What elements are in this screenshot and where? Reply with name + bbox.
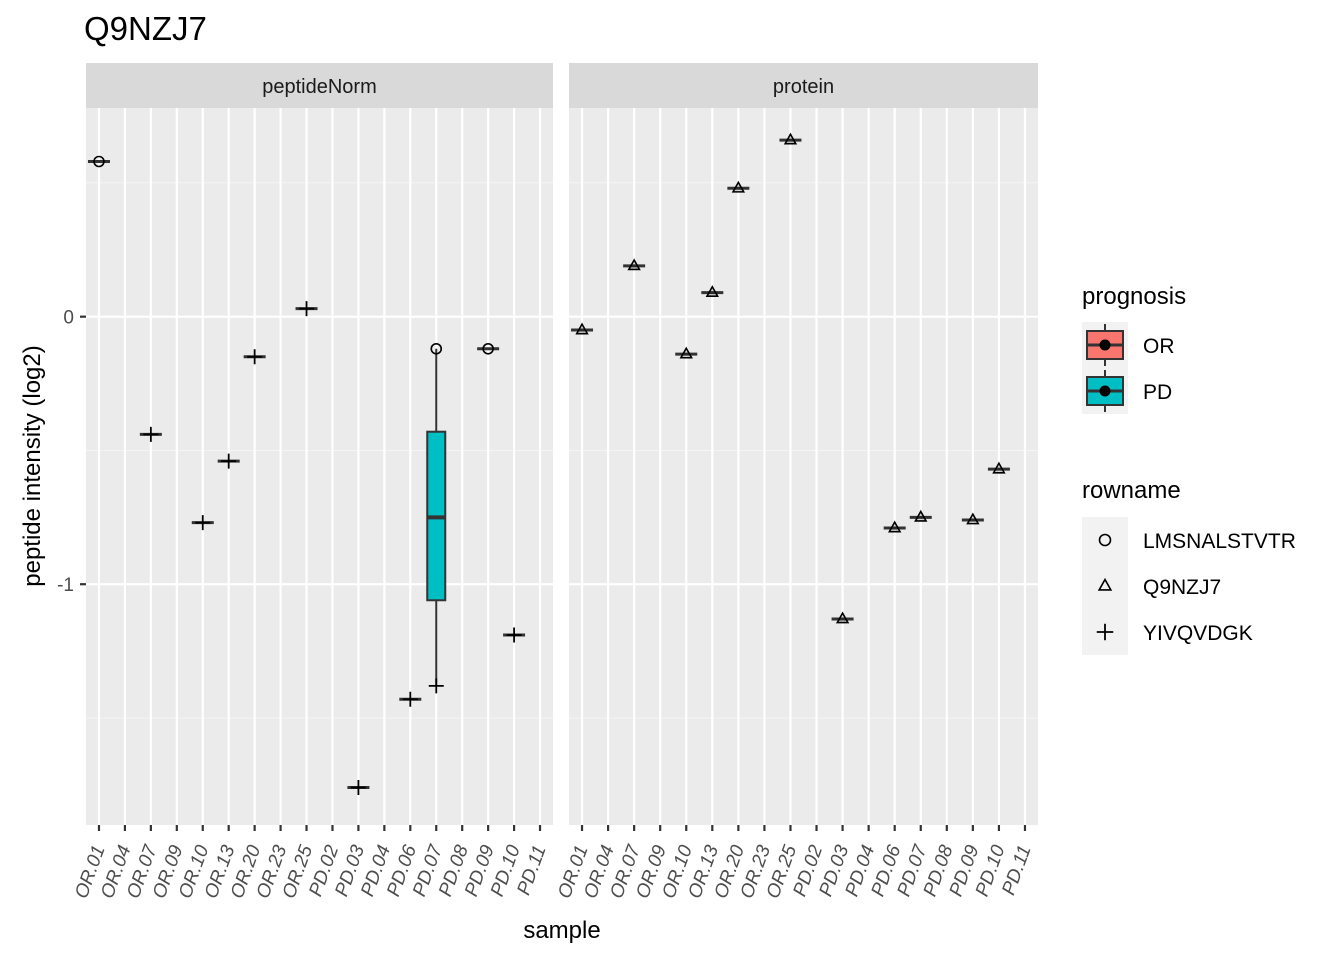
legend-label: YIVQVDGK xyxy=(1143,622,1253,645)
data-point-circle xyxy=(482,342,494,355)
legend-key-point xyxy=(1099,339,1111,351)
legend-key-background xyxy=(1082,517,1128,563)
data-point-plus xyxy=(247,349,263,365)
legend-key-triangle xyxy=(1097,577,1113,591)
data-point-triangle xyxy=(731,180,746,193)
data-point-triangle xyxy=(679,346,693,359)
legend-label: LMSNALSTVTR xyxy=(1143,530,1296,553)
data-point-triangle xyxy=(705,285,719,298)
data-point-plus xyxy=(221,453,237,469)
data-point-plus xyxy=(506,627,522,643)
panel-background xyxy=(86,108,553,825)
data-point-triangle xyxy=(966,512,980,525)
facet-strip xyxy=(86,63,553,108)
y-axis-label: peptide intensity (log2) xyxy=(19,345,46,586)
boxplot-PD.07 xyxy=(426,348,447,686)
legend-label: PD xyxy=(1143,381,1172,404)
legend-key-PD xyxy=(1082,368,1128,414)
panel-background xyxy=(569,108,1038,825)
facet-panel-protein: proteinOR.01OR.04OR.07OR.09OR.10OR.13OR.… xyxy=(554,63,1038,901)
legend: prognosis OR PD rowname LMSNALSTVTR Q9NZJ7 YIV… xyxy=(1082,283,1296,655)
legend-key-plus xyxy=(1096,623,1114,641)
y-tick-label: 0 xyxy=(63,308,74,329)
chart-title: Q9NZJ7 xyxy=(84,10,207,47)
facet-strip xyxy=(569,63,1038,108)
data-point-plus xyxy=(299,301,315,317)
legend-key-background xyxy=(1082,563,1128,609)
data-point-plus xyxy=(143,426,159,442)
facet-panel-peptideNorm: peptideNormOR.01OR.04OR.07OR.09OR.10OR.1… xyxy=(71,63,553,901)
legend-title-prognosis: prognosis xyxy=(1082,283,1186,310)
data-point-triangle xyxy=(992,461,1006,474)
legend-label: Q9NZJ7 xyxy=(1143,576,1221,599)
data-point-plus xyxy=(402,691,418,707)
y-tick-label: -1 xyxy=(57,575,74,596)
data-point-triangle xyxy=(835,611,850,624)
data-point-triangle xyxy=(575,322,589,335)
legend-label: OR xyxy=(1143,335,1175,358)
data-point-triangle xyxy=(888,520,902,533)
data-point-plus xyxy=(350,780,366,796)
data-point-triangle xyxy=(627,258,641,271)
facet-panels: peptideNormOR.01OR.04OR.07OR.09OR.10OR.1… xyxy=(57,63,1038,901)
facet-strip-label: peptideNorm xyxy=(262,76,377,98)
data-point-triangle xyxy=(783,132,798,145)
x-axis-label: sample xyxy=(523,917,600,944)
y-axis: 0 -1 xyxy=(57,308,86,596)
data-point-triangle xyxy=(914,509,928,522)
legend-key-OR xyxy=(1082,322,1128,368)
legend-key-point xyxy=(1099,385,1111,397)
data-point-plus xyxy=(428,678,444,694)
data-point-plus xyxy=(195,515,211,531)
legend-key-circle xyxy=(1098,533,1112,547)
facet-strip-label: protein xyxy=(773,76,834,98)
data-point-circle xyxy=(93,155,105,168)
legend-title-rowname: rowname xyxy=(1082,477,1181,504)
data-point-circle xyxy=(430,342,443,355)
